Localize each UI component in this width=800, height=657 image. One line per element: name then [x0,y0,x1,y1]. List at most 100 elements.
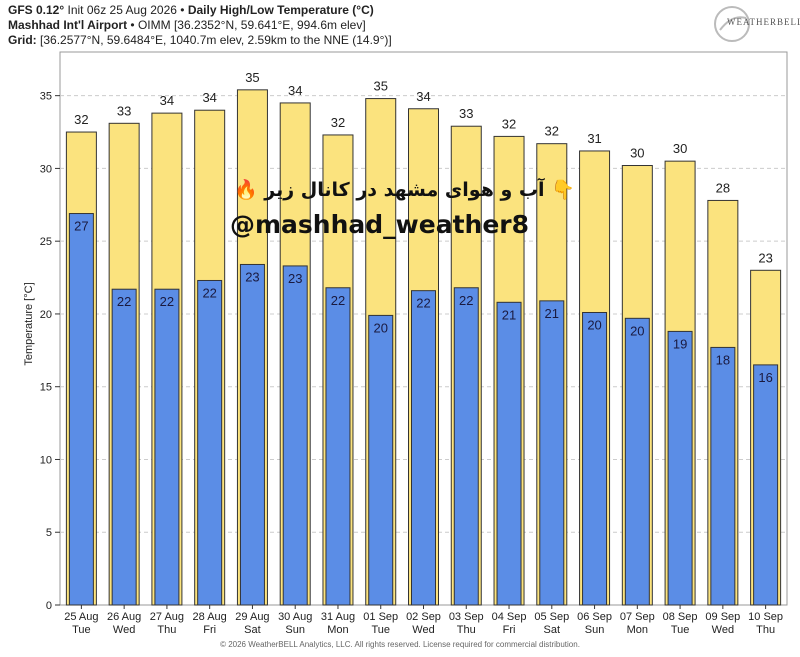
x-tick-label: 27 Aug [150,611,184,623]
x-tick-day-label: Sat [544,624,561,636]
low-bar [197,279,223,606]
high-data-label: 33 [117,103,131,118]
low-data-label: 19 [673,336,687,351]
high-data-label: 30 [673,141,687,156]
x-tick-label: 25 Aug [64,611,98,623]
low-bar [239,263,265,606]
header-line-1: GFS 0.12° Init 06z 25 Aug 2026 • Daily H… [8,3,374,17]
channel-handle[interactable]: @mashhad_weather8 [230,210,530,239]
y-tick-label: 5 [46,527,52,539]
x-tick-label: 07 Sep [620,611,655,623]
low-bar [282,265,308,606]
weatherbell-logo-icon [714,6,750,42]
x-tick-day-label: Thu [457,624,476,636]
high-data-label: 23 [758,250,772,265]
x-tick-day-label: Thu [157,624,176,636]
high-data-label: 34 [288,83,302,98]
low-bar [582,311,608,606]
low-bar [667,330,693,606]
init-label: Init 06z 25 Aug 2026 [67,3,177,17]
grid-label: Grid: [8,33,37,47]
low-bar [325,287,351,606]
low-bar [68,213,94,606]
x-tick-day-label: Fri [503,624,516,636]
low-data-label: 23 [288,271,302,286]
low-data-label: 20 [587,317,601,332]
header-line-2: Mashhad Int'l Airport • OIMM [36.2352°N,… [8,18,366,32]
y-axis-label: Temperature [°C] [23,282,35,366]
y-tick-label: 25 [40,236,52,248]
x-tick-label: 01 Sep [363,611,398,623]
x-tick-day-label: Sat [244,624,261,636]
x-tick-label: 29 Aug [235,611,269,623]
x-tick-day-label: Wed [412,624,434,636]
copyright-footer: © 2026 WeatherBELL Analytics, LLC. All r… [220,640,580,649]
low-bar [453,287,479,606]
low-bar [154,288,180,606]
x-tick-label: 06 Sep [577,611,612,623]
low-data-label: 22 [202,285,216,300]
y-tick-label: 30 [40,163,52,175]
high-data-label: 32 [331,115,345,130]
high-data-label: 28 [716,180,730,195]
low-data-label: 22 [160,294,174,309]
low-data-label: 20 [630,323,644,338]
low-bar [539,300,565,606]
high-data-label: 35 [245,70,259,85]
grid-info: [36.2577°N, 59.6484°E, 1040.7m elev, 2.5… [40,33,392,47]
y-tick-label: 10 [40,454,52,466]
low-bar [710,346,736,606]
low-data-label: 21 [545,306,559,321]
x-tick-label: 04 Sep [492,611,527,623]
x-tick-day-label: Wed [113,624,135,636]
x-tick-label: 09 Sep [705,611,740,623]
x-tick-label: 26 Aug [107,611,141,623]
x-tick-label: 28 Aug [193,611,227,623]
low-data-label: 18 [716,352,730,367]
low-data-label: 16 [758,370,772,385]
high-data-label: 33 [459,106,473,121]
high-data-label: 30 [630,146,644,161]
x-tick-label: 02 Sep [406,611,441,623]
low-data-label: 22 [331,293,345,308]
low-bar [111,288,137,606]
x-tick-day-label: Sun [285,624,305,636]
channel-promo-text: 🔥 آب و هوای مشهد در کانال زیر 👇 [234,179,575,201]
x-tick-day-label: Sun [585,624,605,636]
low-data-label: 23 [245,269,259,284]
x-tick-day-label: Fri [203,624,216,636]
x-tick-label: 05 Sep [534,611,569,623]
y-tick-label: 20 [40,309,52,321]
low-bar [624,317,650,606]
low-data-label: 22 [459,293,473,308]
logo-text: WEATHERBELL [727,17,800,27]
y-tick-label: 15 [40,382,52,394]
x-tick-day-label: Wed [712,624,734,636]
high-data-label: 34 [202,90,216,105]
low-data-label: 27 [74,219,88,234]
high-data-label: 34 [160,93,174,108]
low-bar [753,364,779,606]
high-data-label: 34 [416,89,430,104]
low-data-label: 22 [117,294,131,309]
low-data-label: 22 [416,296,430,311]
low-data-label: 20 [374,320,388,335]
x-tick-label: 30 Aug [278,611,312,623]
x-tick-day-label: Tue [72,624,91,636]
high-data-label: 32 [545,124,559,139]
low-bar [496,301,522,606]
high-data-label: 35 [374,79,388,94]
low-data-label: 21 [502,307,516,322]
x-tick-label: 03 Sep [449,611,484,623]
x-tick-day-label: Tue [671,624,690,636]
station-info: OIMM [36.2352°N, 59.641°E, 994.6m elev] [137,18,366,32]
y-tick-label: 35 [40,91,52,103]
x-tick-day-label: Tue [371,624,390,636]
x-tick-day-label: Thu [756,624,775,636]
low-bar [368,314,394,606]
model-label: GFS 0.12° [8,3,65,17]
header-line-3: Grid: [36.2577°N, 59.6484°E, 1040.7m ele… [8,33,392,48]
x-tick-day-label: Mon [327,624,348,636]
x-tick-label: 10 Sep [748,611,783,623]
